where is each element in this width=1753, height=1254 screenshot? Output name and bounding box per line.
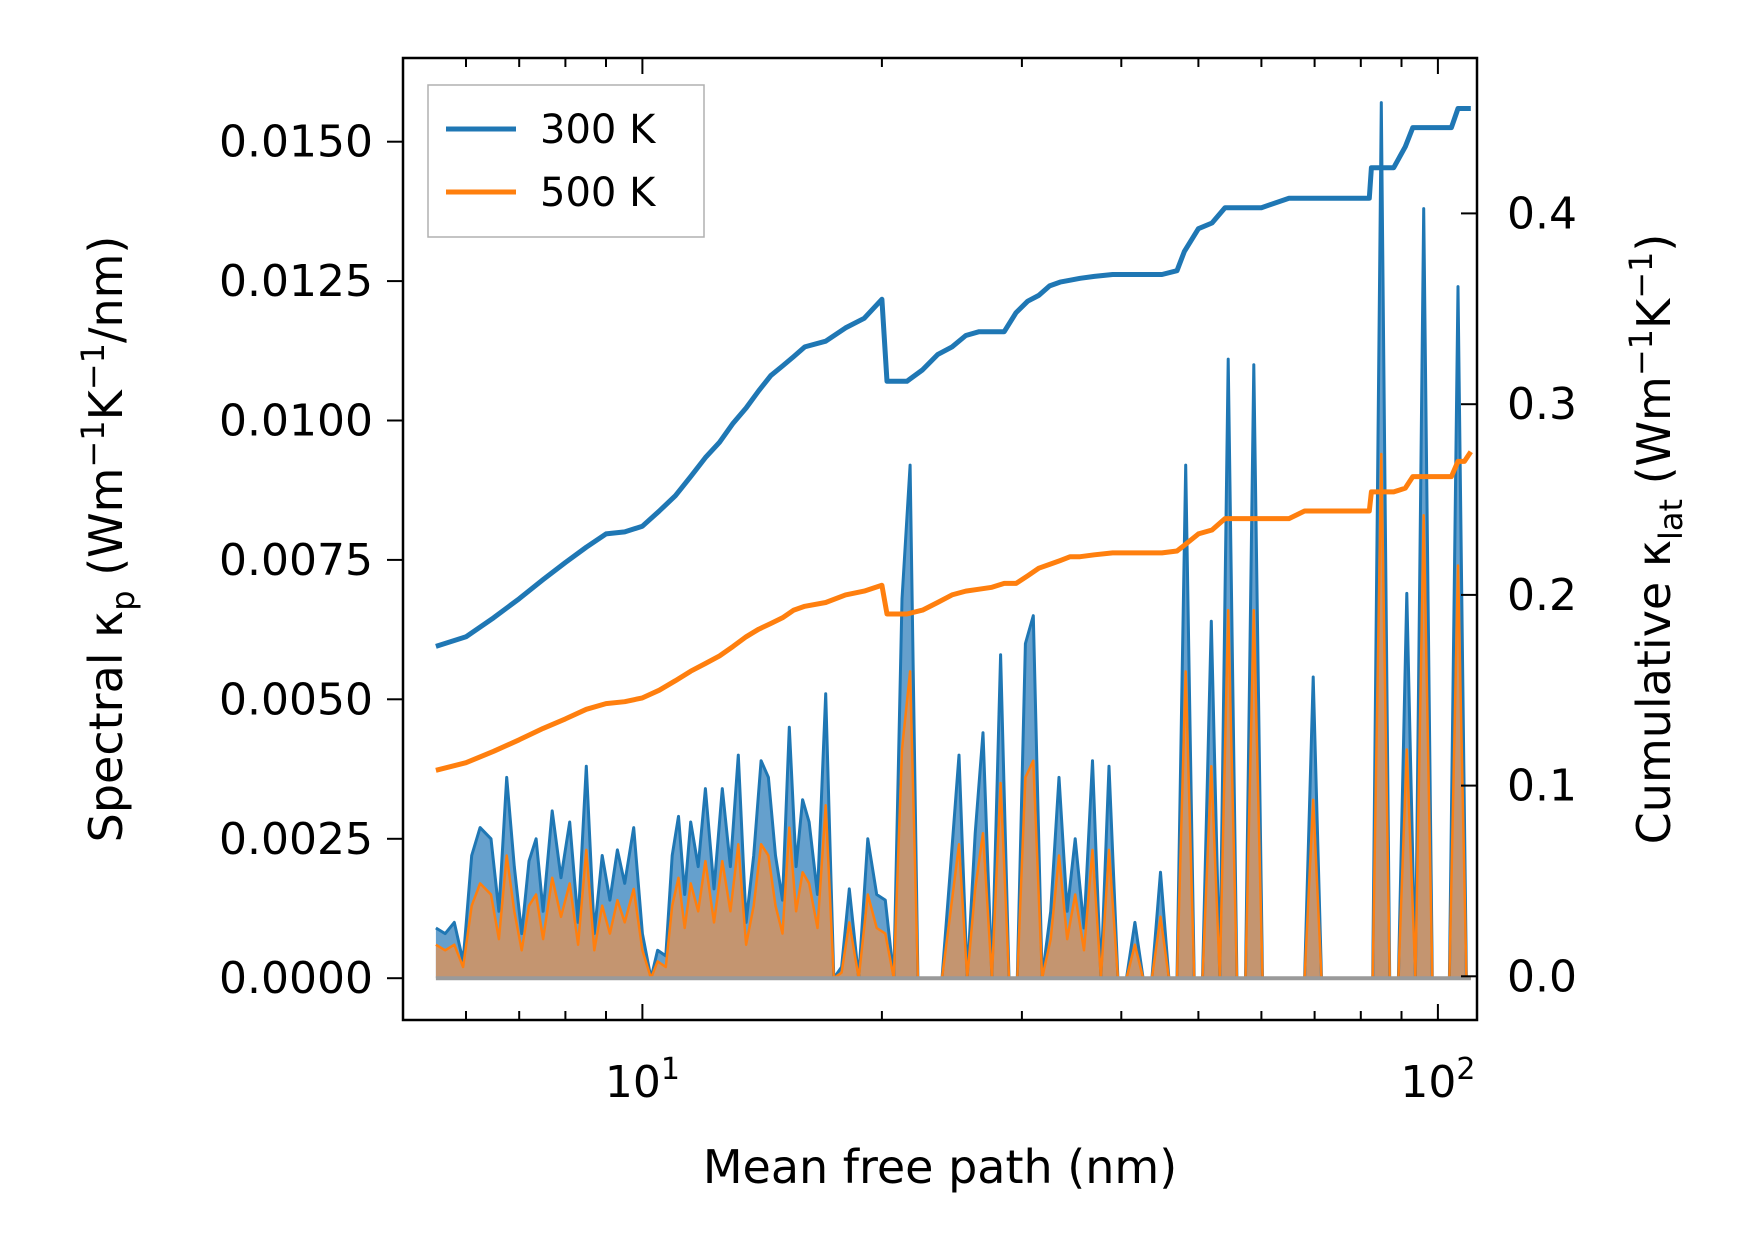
y-left-tick-label: 0.0000 bbox=[219, 953, 373, 1004]
x-tick-label-100: 102 bbox=[1400, 1052, 1475, 1108]
y-left-tick-label: 0.0025 bbox=[219, 814, 373, 865]
legend-box bbox=[427, 84, 705, 238]
spectral-area-300K bbox=[435, 102, 1471, 979]
y-right-tick-labels: 0.0 0.1 0.2 0.3 0.4 bbox=[1507, 188, 1577, 1002]
legend-label-300K: 300 K bbox=[540, 107, 657, 153]
y-right-axis-label: Cumulative κlat (Wm−1K−1) bbox=[1622, 234, 1690, 845]
y-left-tick-label: 0.0150 bbox=[219, 117, 373, 168]
cumulative-line-300K bbox=[435, 106, 1471, 649]
y-right-tick-label: 0.1 bbox=[1507, 761, 1577, 812]
axes-frame bbox=[401, 56, 1479, 1022]
x-tick-label-10: 101 bbox=[605, 1052, 680, 1108]
x-axis-label: Mean free path (nm) bbox=[703, 1140, 1177, 1194]
plot-content bbox=[435, 101, 1473, 981]
y-left-tick-label: 0.0075 bbox=[219, 535, 373, 586]
y-left-tick-labels: 0.0000 0.0025 0.0050 0.0075 0.0100 0.012… bbox=[219, 117, 373, 1005]
cumulative-line-500K bbox=[435, 450, 1473, 773]
y-right-tick-label: 0.0 bbox=[1507, 951, 1577, 1002]
legend: 300 K 500 K bbox=[427, 84, 705, 238]
y-left-tick-label: 0.0050 bbox=[219, 674, 373, 725]
y-right-tick-label: 0.3 bbox=[1507, 379, 1577, 430]
y-left-tick-label: 0.0125 bbox=[219, 256, 373, 307]
spectral-area-500K bbox=[435, 454, 1471, 979]
legend-label-500K: 500 K bbox=[540, 170, 657, 216]
y-left-axis-label: Spectral κp (Wm−1K−1/nm) bbox=[74, 236, 142, 843]
y-right-tick-label: 0.2 bbox=[1507, 570, 1577, 621]
y-left-tick-label: 0.0100 bbox=[219, 396, 373, 447]
ticks bbox=[387, 58, 1477, 1020]
y-right-tick-label: 0.4 bbox=[1507, 188, 1577, 239]
